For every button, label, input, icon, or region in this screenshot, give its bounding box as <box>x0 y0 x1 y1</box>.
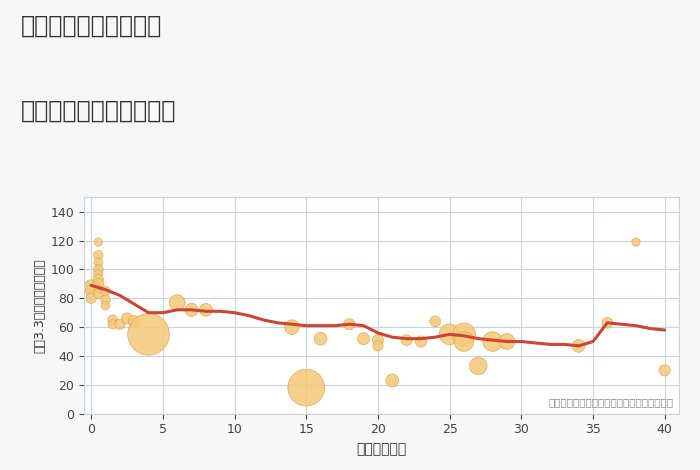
Point <box>92 270 104 278</box>
Point <box>186 306 197 313</box>
Point <box>573 342 584 350</box>
Point <box>107 316 118 324</box>
Point <box>200 306 211 313</box>
Point <box>92 251 104 259</box>
Point <box>315 335 326 343</box>
Point <box>487 338 498 345</box>
Point <box>458 338 470 345</box>
Point <box>473 362 484 370</box>
Point <box>344 321 355 328</box>
Point <box>659 367 671 374</box>
Point <box>372 337 384 344</box>
Point <box>415 338 426 345</box>
Point <box>430 318 441 325</box>
Text: 千葉県松戸市栗ヶ沢の: 千葉県松戸市栗ヶ沢の <box>21 14 162 38</box>
Point <box>107 321 118 328</box>
Point <box>602 319 613 327</box>
Point <box>92 276 104 283</box>
Point <box>92 286 104 293</box>
Point <box>129 318 140 325</box>
Point <box>172 299 183 306</box>
Point <box>100 287 111 295</box>
Point <box>100 296 111 304</box>
Point <box>631 238 642 246</box>
Point <box>85 295 97 302</box>
Point <box>92 266 104 273</box>
Point <box>121 315 132 322</box>
Point <box>286 323 297 331</box>
Point <box>458 330 470 338</box>
Point <box>358 335 369 343</box>
Point <box>92 280 104 288</box>
Point <box>92 258 104 266</box>
Point <box>501 338 512 345</box>
Point <box>372 342 384 350</box>
Point <box>85 287 97 295</box>
Point <box>92 238 104 246</box>
Text: 円の大きさは、取引のあった物件面積を示す: 円の大きさは、取引のあった物件面積を示す <box>548 397 673 407</box>
Point <box>100 302 111 309</box>
X-axis label: 築年数（年）: 築年数（年） <box>356 442 407 456</box>
Point <box>444 330 455 338</box>
Point <box>300 384 312 392</box>
Text: 築年数別中古戸建て価格: 築年数別中古戸建て価格 <box>21 99 176 123</box>
Point <box>386 376 398 384</box>
Point <box>85 283 97 290</box>
Point <box>143 330 154 338</box>
Y-axis label: 坪（3.3㎡）単価（万円）: 坪（3.3㎡）単価（万円） <box>33 258 46 353</box>
Point <box>401 337 412 344</box>
Point <box>114 321 125 328</box>
Point <box>92 290 104 298</box>
